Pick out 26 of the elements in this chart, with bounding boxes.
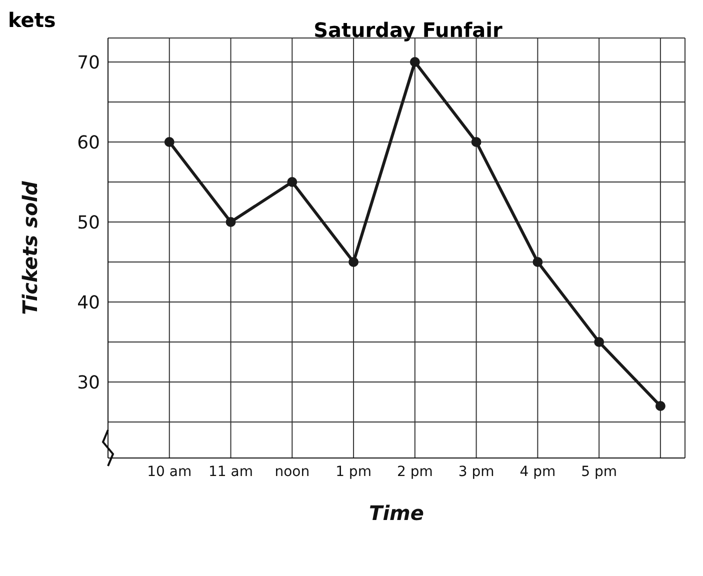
y-tick-label: 50 — [77, 212, 100, 234]
point — [532, 257, 543, 267]
point — [655, 401, 666, 411]
point — [410, 57, 420, 67]
point — [594, 337, 604, 347]
point — [226, 217, 236, 227]
y-tick-label: 40 — [77, 292, 100, 314]
y-tick-label: 60 — [77, 132, 100, 154]
x-axis-title: Time — [369, 501, 424, 525]
point — [471, 137, 482, 147]
point — [348, 257, 359, 267]
y-axis-title: Tickets sold — [18, 180, 42, 315]
x-tick-label: noon — [274, 464, 310, 480]
chart-title: Saturday Funfair — [312, 18, 504, 42]
x-tick-label: 11 am — [208, 464, 254, 480]
x-tick-label: 5 pm — [581, 464, 618, 480]
x-tick-label: 3 pm — [458, 464, 494, 480]
text: kets — [8, 8, 56, 32]
point — [287, 177, 298, 187]
x-tick-label: 4 pm — [520, 464, 556, 480]
point — [164, 137, 174, 147]
x-tick-label: 1 pm — [336, 464, 372, 480]
y-tick-label: 30 — [77, 372, 100, 394]
x-tick-label: 10 am — [147, 464, 192, 480]
y-tick-label: 70 — [77, 52, 100, 74]
x-tick-label: 2 pm — [396, 464, 433, 480]
